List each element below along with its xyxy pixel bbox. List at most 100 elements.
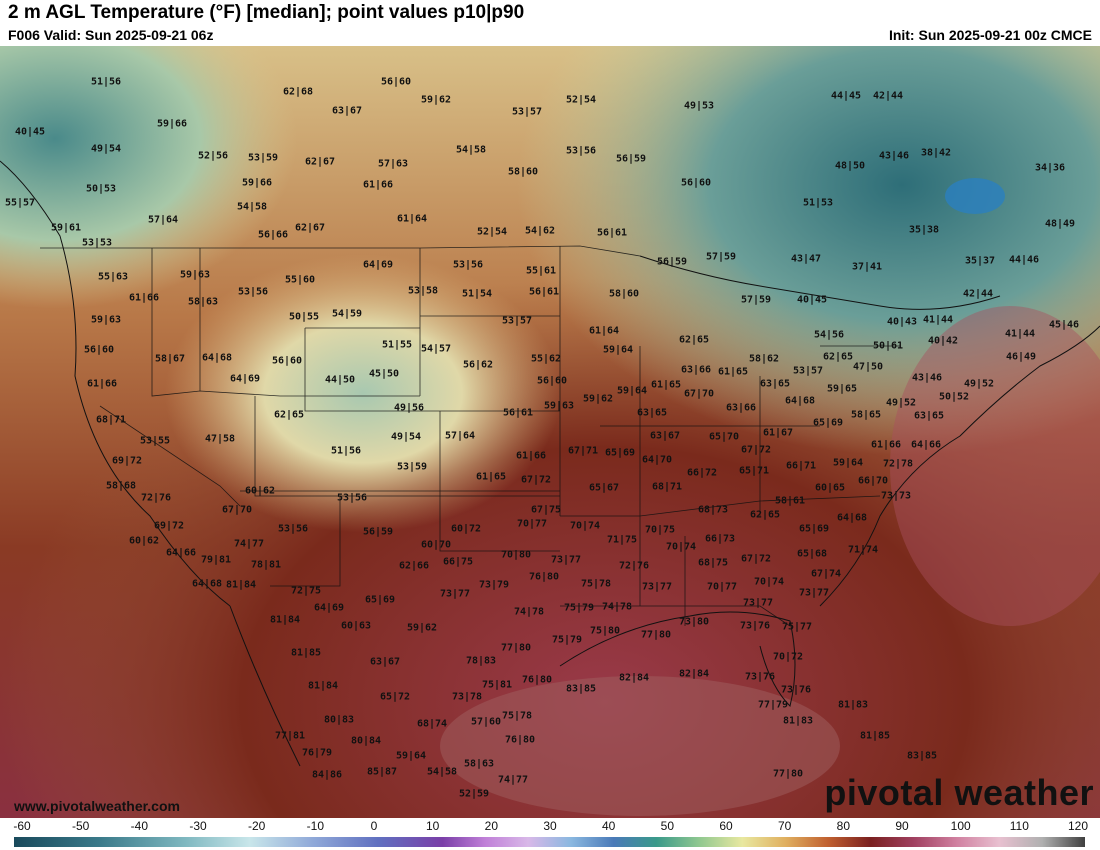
- point-value-label: 47|58: [204, 433, 236, 445]
- point-value-label: 61|65: [717, 366, 749, 378]
- point-value-label: 71|74: [847, 544, 879, 556]
- point-value-label: 59|63: [90, 314, 122, 326]
- point-value-label: 35|38: [908, 224, 940, 236]
- point-value-label: 40|43: [886, 316, 918, 328]
- point-value-label: 44|46: [1008, 254, 1040, 266]
- point-value-label: 78|81: [250, 559, 282, 571]
- point-value-label: 56|61: [596, 227, 628, 239]
- point-value-label: 50|53: [85, 183, 117, 195]
- temperature-map[interactable]: 51|56 62|68 56|60 59|62 63|67 53|57 52|54 49|53…: [0, 46, 1100, 818]
- point-value-label: 64|70: [641, 454, 673, 466]
- point-value-label: 70|72: [772, 651, 804, 663]
- point-value-label: 58|63: [463, 758, 495, 770]
- colorbar-tick-label: 20: [484, 819, 499, 833]
- point-value-label: 61|66: [362, 179, 394, 191]
- point-value-label: 54|59: [331, 308, 363, 320]
- point-value-label: 64|66: [910, 439, 942, 451]
- point-value-label: 53|58: [407, 285, 439, 297]
- point-value-label: 76|80: [504, 734, 536, 746]
- point-value-label: 63|67: [331, 105, 363, 117]
- point-value-label: 74|78: [601, 601, 633, 613]
- point-value-label: 80|83: [323, 714, 355, 726]
- point-value-label: 73|80: [678, 616, 710, 628]
- point-value-label: 52|54: [476, 226, 508, 238]
- point-value-label: 67|70: [221, 504, 253, 516]
- point-value-label: 73|77: [641, 581, 673, 593]
- point-value-label: 51|56: [90, 76, 122, 88]
- point-value-label: 52|59: [458, 788, 490, 800]
- point-value-label: 56|60: [271, 355, 303, 367]
- point-value-label: 60|62: [244, 485, 276, 497]
- point-value-label: 57|59: [705, 251, 737, 263]
- point-value-label: 63|67: [649, 430, 681, 442]
- point-value-label: 64|68: [784, 395, 816, 407]
- point-value-label: 73|76: [739, 620, 771, 632]
- site-url[interactable]: www.pivotalweather.com: [14, 798, 180, 814]
- point-value-label: 67|75: [530, 504, 562, 516]
- point-value-label: 55|57: [4, 197, 36, 209]
- colorbar-tick-label: 120: [1067, 819, 1089, 833]
- point-value-label: 83|85: [565, 683, 597, 695]
- point-value-label: 53|57: [792, 365, 824, 377]
- point-value-label: 82|84: [618, 672, 650, 684]
- point-value-label: 56|60: [83, 344, 115, 356]
- point-value-label: 74|77: [233, 538, 265, 550]
- point-value-label: 76|79: [301, 747, 333, 759]
- point-value-label: 65|72: [379, 691, 411, 703]
- point-value-label: 69|72: [111, 455, 143, 467]
- point-value-label: 64|69: [362, 259, 394, 271]
- point-value-label: 57|64: [147, 214, 179, 226]
- point-value-label: 85|87: [366, 766, 398, 778]
- point-value-label: 59|62: [406, 622, 438, 634]
- point-value-label: 58|60: [608, 288, 640, 300]
- point-value-label: 58|61: [774, 495, 806, 507]
- point-value-label: 62|67: [294, 222, 326, 234]
- point-value-label: 81|85: [290, 647, 322, 659]
- point-value-label: 62|67: [304, 156, 336, 168]
- point-value-label: 84|86: [311, 769, 343, 781]
- point-value-label: 60|62: [128, 535, 160, 547]
- point-value-label: 75|78: [580, 578, 612, 590]
- point-value-label: 62|65: [749, 509, 781, 521]
- point-value-label: 66|70: [857, 475, 889, 487]
- point-value-label: 54|62: [524, 225, 556, 237]
- point-value-label: 61|64: [588, 325, 620, 337]
- point-value-label: 68|71: [95, 414, 127, 426]
- point-value-label: 58|63: [187, 296, 219, 308]
- point-value-label: 56|59: [615, 153, 647, 165]
- point-value-label: 73|77: [550, 554, 582, 566]
- point-value-label: 53|56: [336, 492, 368, 504]
- point-value-label: 55|62: [530, 353, 562, 365]
- point-value-label: 81|84: [307, 680, 339, 692]
- point-value-label: 49|52: [885, 397, 917, 409]
- point-value-label: 63|66: [680, 364, 712, 376]
- point-value-label: 73|79: [478, 579, 510, 591]
- pivotal-weather-logo: pivotal weather: [824, 772, 1094, 813]
- point-value-label: 62|68: [282, 86, 314, 98]
- point-value-label: 65|69: [364, 594, 396, 606]
- point-value-label: 63|66: [725, 402, 757, 414]
- point-value-label: 62|65: [678, 334, 710, 346]
- point-value-label: 59|66: [241, 177, 273, 189]
- point-value-label: 51|53: [802, 197, 834, 209]
- point-value-label: 72|75: [290, 585, 322, 597]
- point-value-label: 65|69: [798, 523, 830, 535]
- colorbar-tick-label: 100: [950, 819, 971, 833]
- point-value-label: 50|61: [872, 340, 904, 352]
- point-value-label: 53|57: [511, 106, 543, 118]
- point-value-label: 57|64: [444, 430, 476, 442]
- point-value-label: 58|65: [850, 409, 882, 421]
- temperature-field: [0, 46, 1100, 818]
- point-value-label: 57|63: [377, 158, 409, 170]
- point-value-label: 73|77: [439, 588, 471, 600]
- point-value-label: 70|75: [644, 524, 676, 536]
- point-value-label: 69|72: [153, 520, 185, 532]
- point-value-label: 66|71: [785, 460, 817, 472]
- point-value-label: 65|70: [708, 431, 740, 443]
- colorbar-tick-label: -10: [306, 819, 324, 833]
- point-value-label: 67|72: [740, 444, 772, 456]
- point-value-label: 54|56: [813, 329, 845, 341]
- point-value-label: 53|56: [565, 145, 597, 157]
- point-value-label: 71|75: [606, 534, 638, 546]
- point-value-label: 59|61: [50, 222, 82, 234]
